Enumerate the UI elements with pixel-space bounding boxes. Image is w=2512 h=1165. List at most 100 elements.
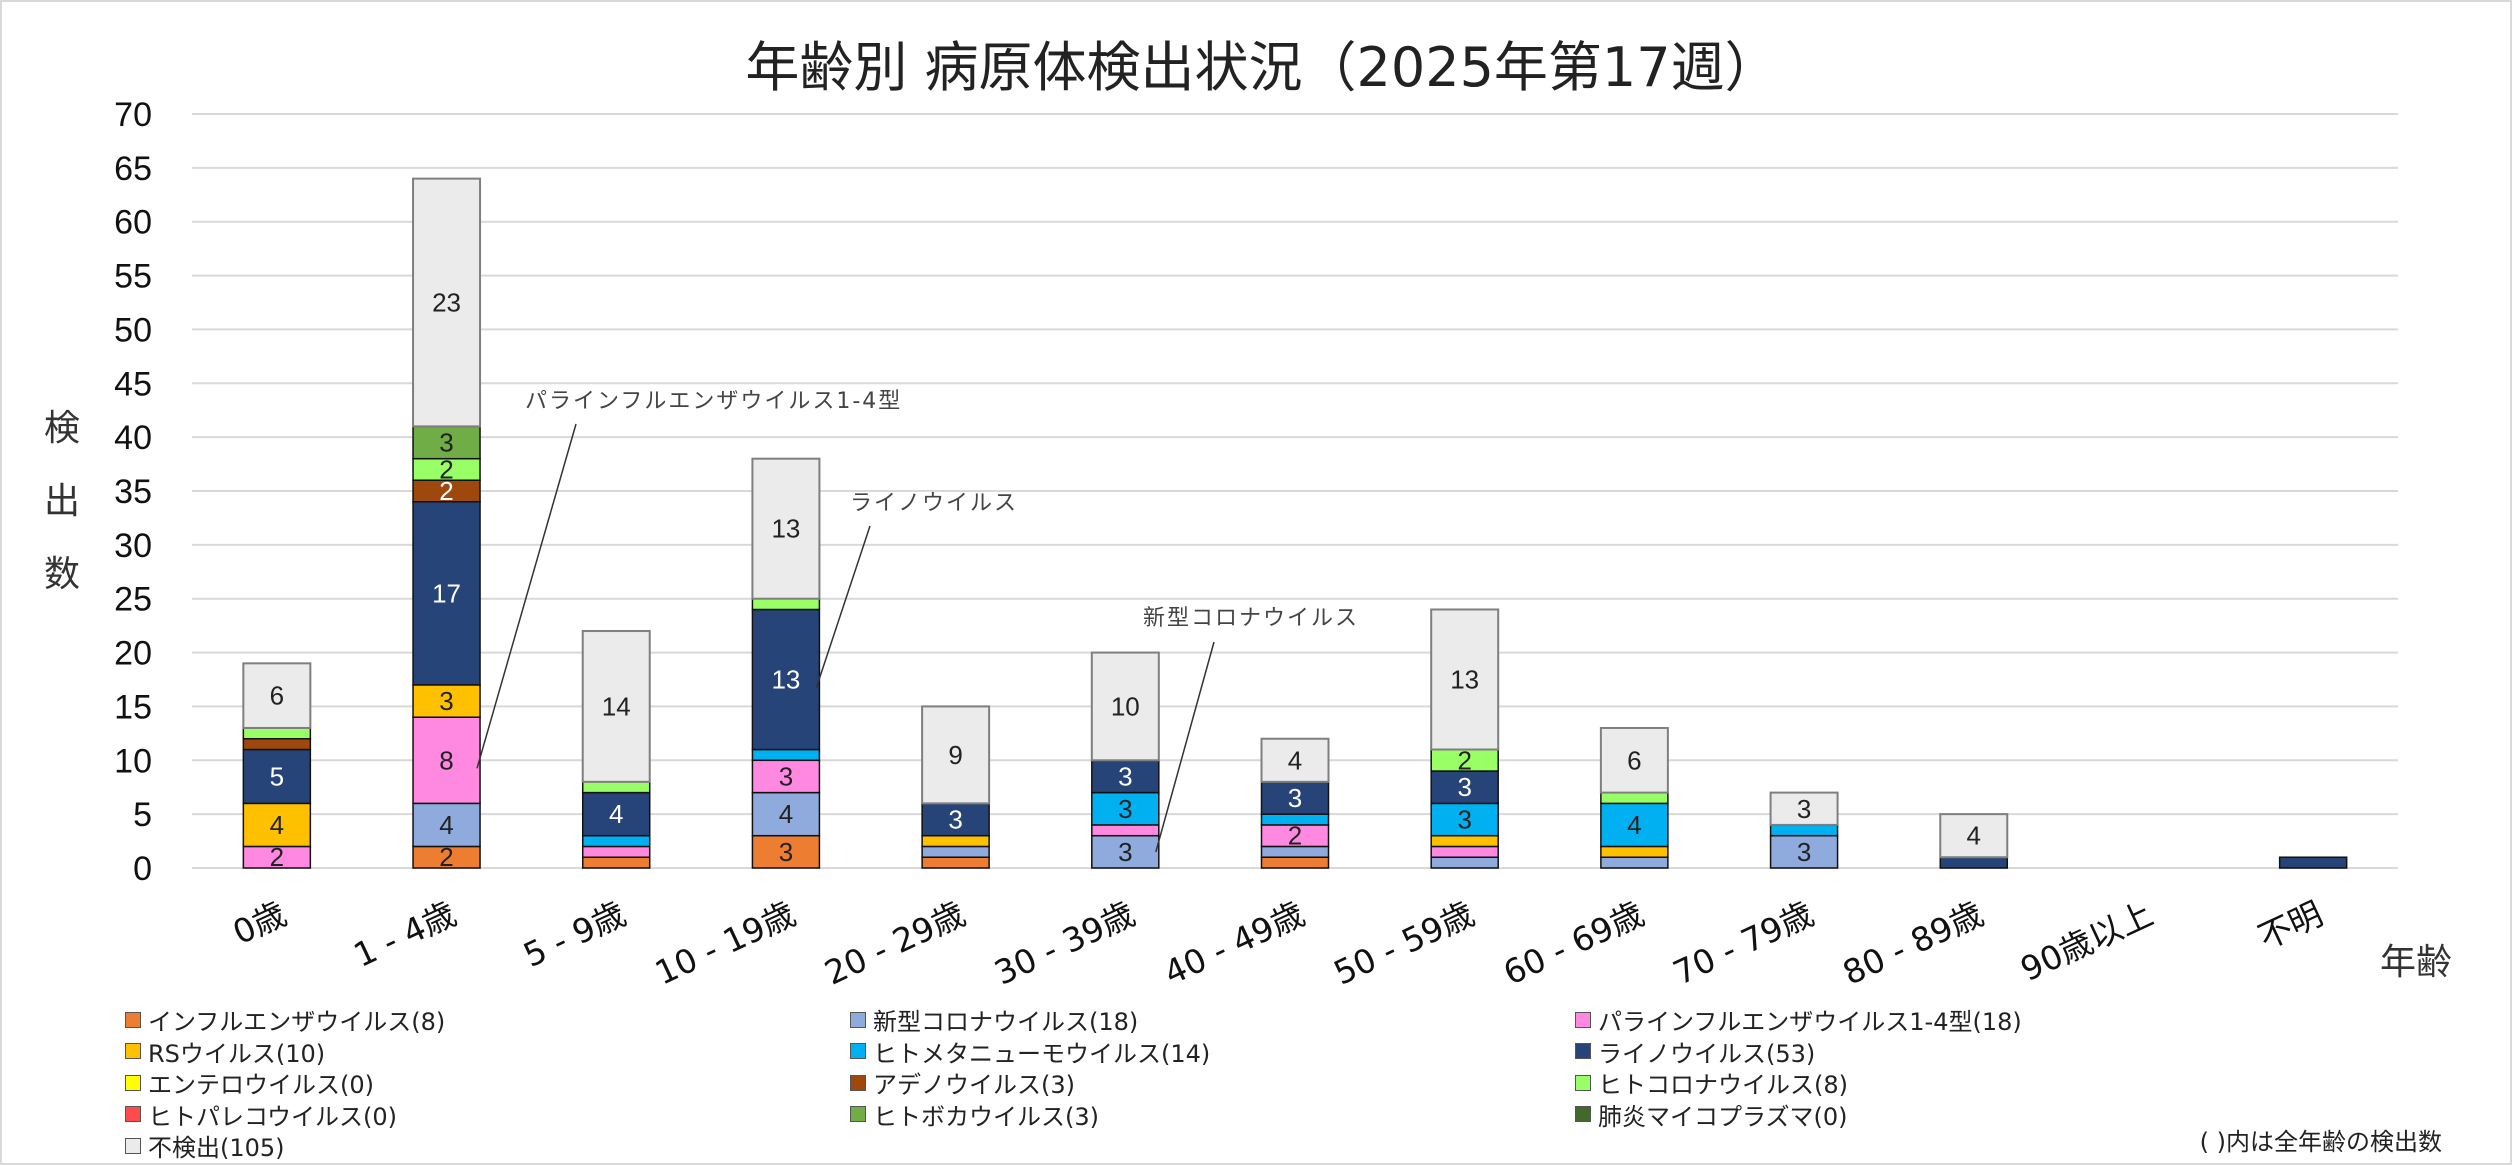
data-label: 4 — [1967, 821, 1981, 851]
data-label: 9 — [948, 740, 962, 770]
data-label: 10 — [1111, 691, 1140, 721]
data-label: 2 — [1457, 745, 1471, 775]
bar-segment — [242, 802, 312, 848]
data-label: 2 — [270, 842, 284, 872]
data-label: 3 — [1457, 805, 1471, 835]
data-label: 4 — [779, 799, 793, 829]
legend-swatch — [850, 1043, 866, 1059]
bar-stack: 4 14 — [581, 630, 651, 869]
data-label: 4 — [439, 810, 453, 840]
data-label: 6 — [270, 681, 284, 711]
legend-label: ライノウイルス(53) — [1598, 1039, 1816, 1068]
x-tick-label: 10 - 19歳 — [649, 894, 801, 993]
data-label: 3 — [779, 761, 793, 791]
x-tick-label: 30 - 39歳 — [988, 894, 1140, 993]
annotation-leader-line — [476, 423, 577, 769]
legend-item: パラインフルエンザウイルス1-4型(18) — [1575, 1002, 2022, 1037]
legend-item: ヒトパレコウイルス(0) — [125, 1097, 397, 1132]
bar-stack: 24 5 6 — [242, 662, 312, 872]
annotation-leader-line — [815, 525, 871, 688]
legend-label: パラインフルエンザウイルス1-4型(18) — [1598, 1008, 2022, 1036]
legend-item: ヒトボカウイルス(3) — [850, 1097, 1099, 1132]
data-label: 2 — [439, 454, 453, 484]
data-label: 3 — [948, 805, 962, 835]
bar-segment — [1091, 834, 1160, 869]
annotation: ライノウイルス — [815, 491, 1016, 688]
y-axis-title-char: 出 — [44, 481, 80, 522]
bar-segment — [581, 781, 651, 794]
bar-segment — [2278, 856, 2348, 869]
legend-item: アデノウイルス(3) — [850, 1065, 1075, 1100]
bar-segment — [581, 791, 651, 837]
bar-stack: 2 3 4 — [1260, 737, 1330, 869]
legend-swatch — [850, 1106, 866, 1122]
bar-segment — [1430, 834, 1499, 848]
data-label: 2 — [439, 842, 453, 872]
bar-segment — [1769, 791, 1839, 826]
data-label: 3 — [1118, 794, 1132, 824]
annotation-label: パラインフルエンザウイルス1-4型 — [525, 389, 902, 414]
bar-segment — [751, 834, 821, 869]
y-axis-ticks: 0 5 10 15 20 25 30 35 40 45 50 55 60 65 70 — [114, 96, 152, 888]
bar-segment — [1260, 813, 1330, 826]
legend-swatch — [850, 1074, 866, 1091]
bar-segment — [1600, 802, 1669, 848]
data-label: 3 — [779, 837, 793, 867]
legend-swatch — [125, 1043, 141, 1059]
bar-segment — [751, 748, 821, 762]
y-tick-label: 35 — [114, 473, 152, 511]
annotation-label: 新型コロナウイルス — [1143, 606, 1359, 631]
legend-label: 不検出(105) — [148, 1134, 285, 1162]
x-tick-label: 1 - 4歳 — [348, 894, 462, 975]
bar-segment — [1430, 802, 1499, 837]
bar-segment — [1091, 791, 1160, 826]
x-axis-ticks: 0歳 1 - 4歳 5 - 9歳 10 - 19歳 20 - 29歳 30 - 39歳 40… — [227, 894, 2329, 993]
y-axis-title-char: 検 — [44, 408, 80, 449]
legend-swatch — [125, 1137, 141, 1154]
x-tick-label: 90歳以上 — [2015, 894, 2159, 989]
data-label: 3 — [1797, 794, 1811, 824]
bar-stack: 46 — [1599, 726, 1669, 869]
bar-segment — [1769, 824, 1839, 837]
bar-segment — [412, 501, 481, 686]
bar-segment — [1599, 726, 1669, 794]
bar-segment — [412, 802, 481, 848]
legend-item: ヒトメタニューモウイルス(14) — [850, 1034, 1210, 1069]
bar-segment — [412, 425, 481, 460]
annotation: パラインフルエンザウイルス1-4型 — [476, 389, 902, 769]
bar-segment — [1260, 856, 1330, 869]
data-label: 3 — [1288, 783, 1302, 813]
y-tick-label: 45 — [114, 365, 152, 403]
bar-segment — [1430, 845, 1499, 858]
chart-title: 年齢別 病原体検出状況（2025年第17週） — [745, 36, 1778, 99]
x-tick-label: 20 - 29歳 — [819, 894, 971, 993]
annotation: 新型コロナウイルス — [1143, 606, 1359, 853]
legend-item: エンテロウイルス(0) — [125, 1065, 374, 1100]
data-label: 3 — [1457, 772, 1471, 802]
data-label: 14 — [602, 691, 631, 721]
bar-segment — [1769, 834, 1839, 869]
y-tick-label: 5 — [133, 796, 152, 834]
bar-segment — [1430, 608, 1500, 751]
legend-swatch — [1575, 1011, 1591, 1028]
bar-segment — [921, 705, 991, 805]
bar-segment — [921, 834, 990, 848]
bar-segment — [412, 684, 481, 718]
x-tick-label: 70 - 79歳 — [1667, 894, 1819, 993]
legend-label: ヒトパレコウイルス(0) — [148, 1102, 398, 1131]
data-label: 4 — [1627, 810, 1641, 840]
legend-item: RSウイルス(10) — [125, 1034, 325, 1069]
legend-swatch — [1575, 1043, 1591, 1059]
data-label: 3 — [1118, 837, 1132, 867]
bar-segment — [1600, 845, 1669, 858]
bar-stack — [2278, 856, 2348, 869]
annotation-leader-line — [1155, 641, 1215, 853]
bar-stack: 4 — [1939, 813, 2009, 869]
y-tick-label: 25 — [114, 581, 152, 619]
data-label: 4 — [609, 799, 623, 829]
legend-swatch — [125, 1106, 141, 1122]
